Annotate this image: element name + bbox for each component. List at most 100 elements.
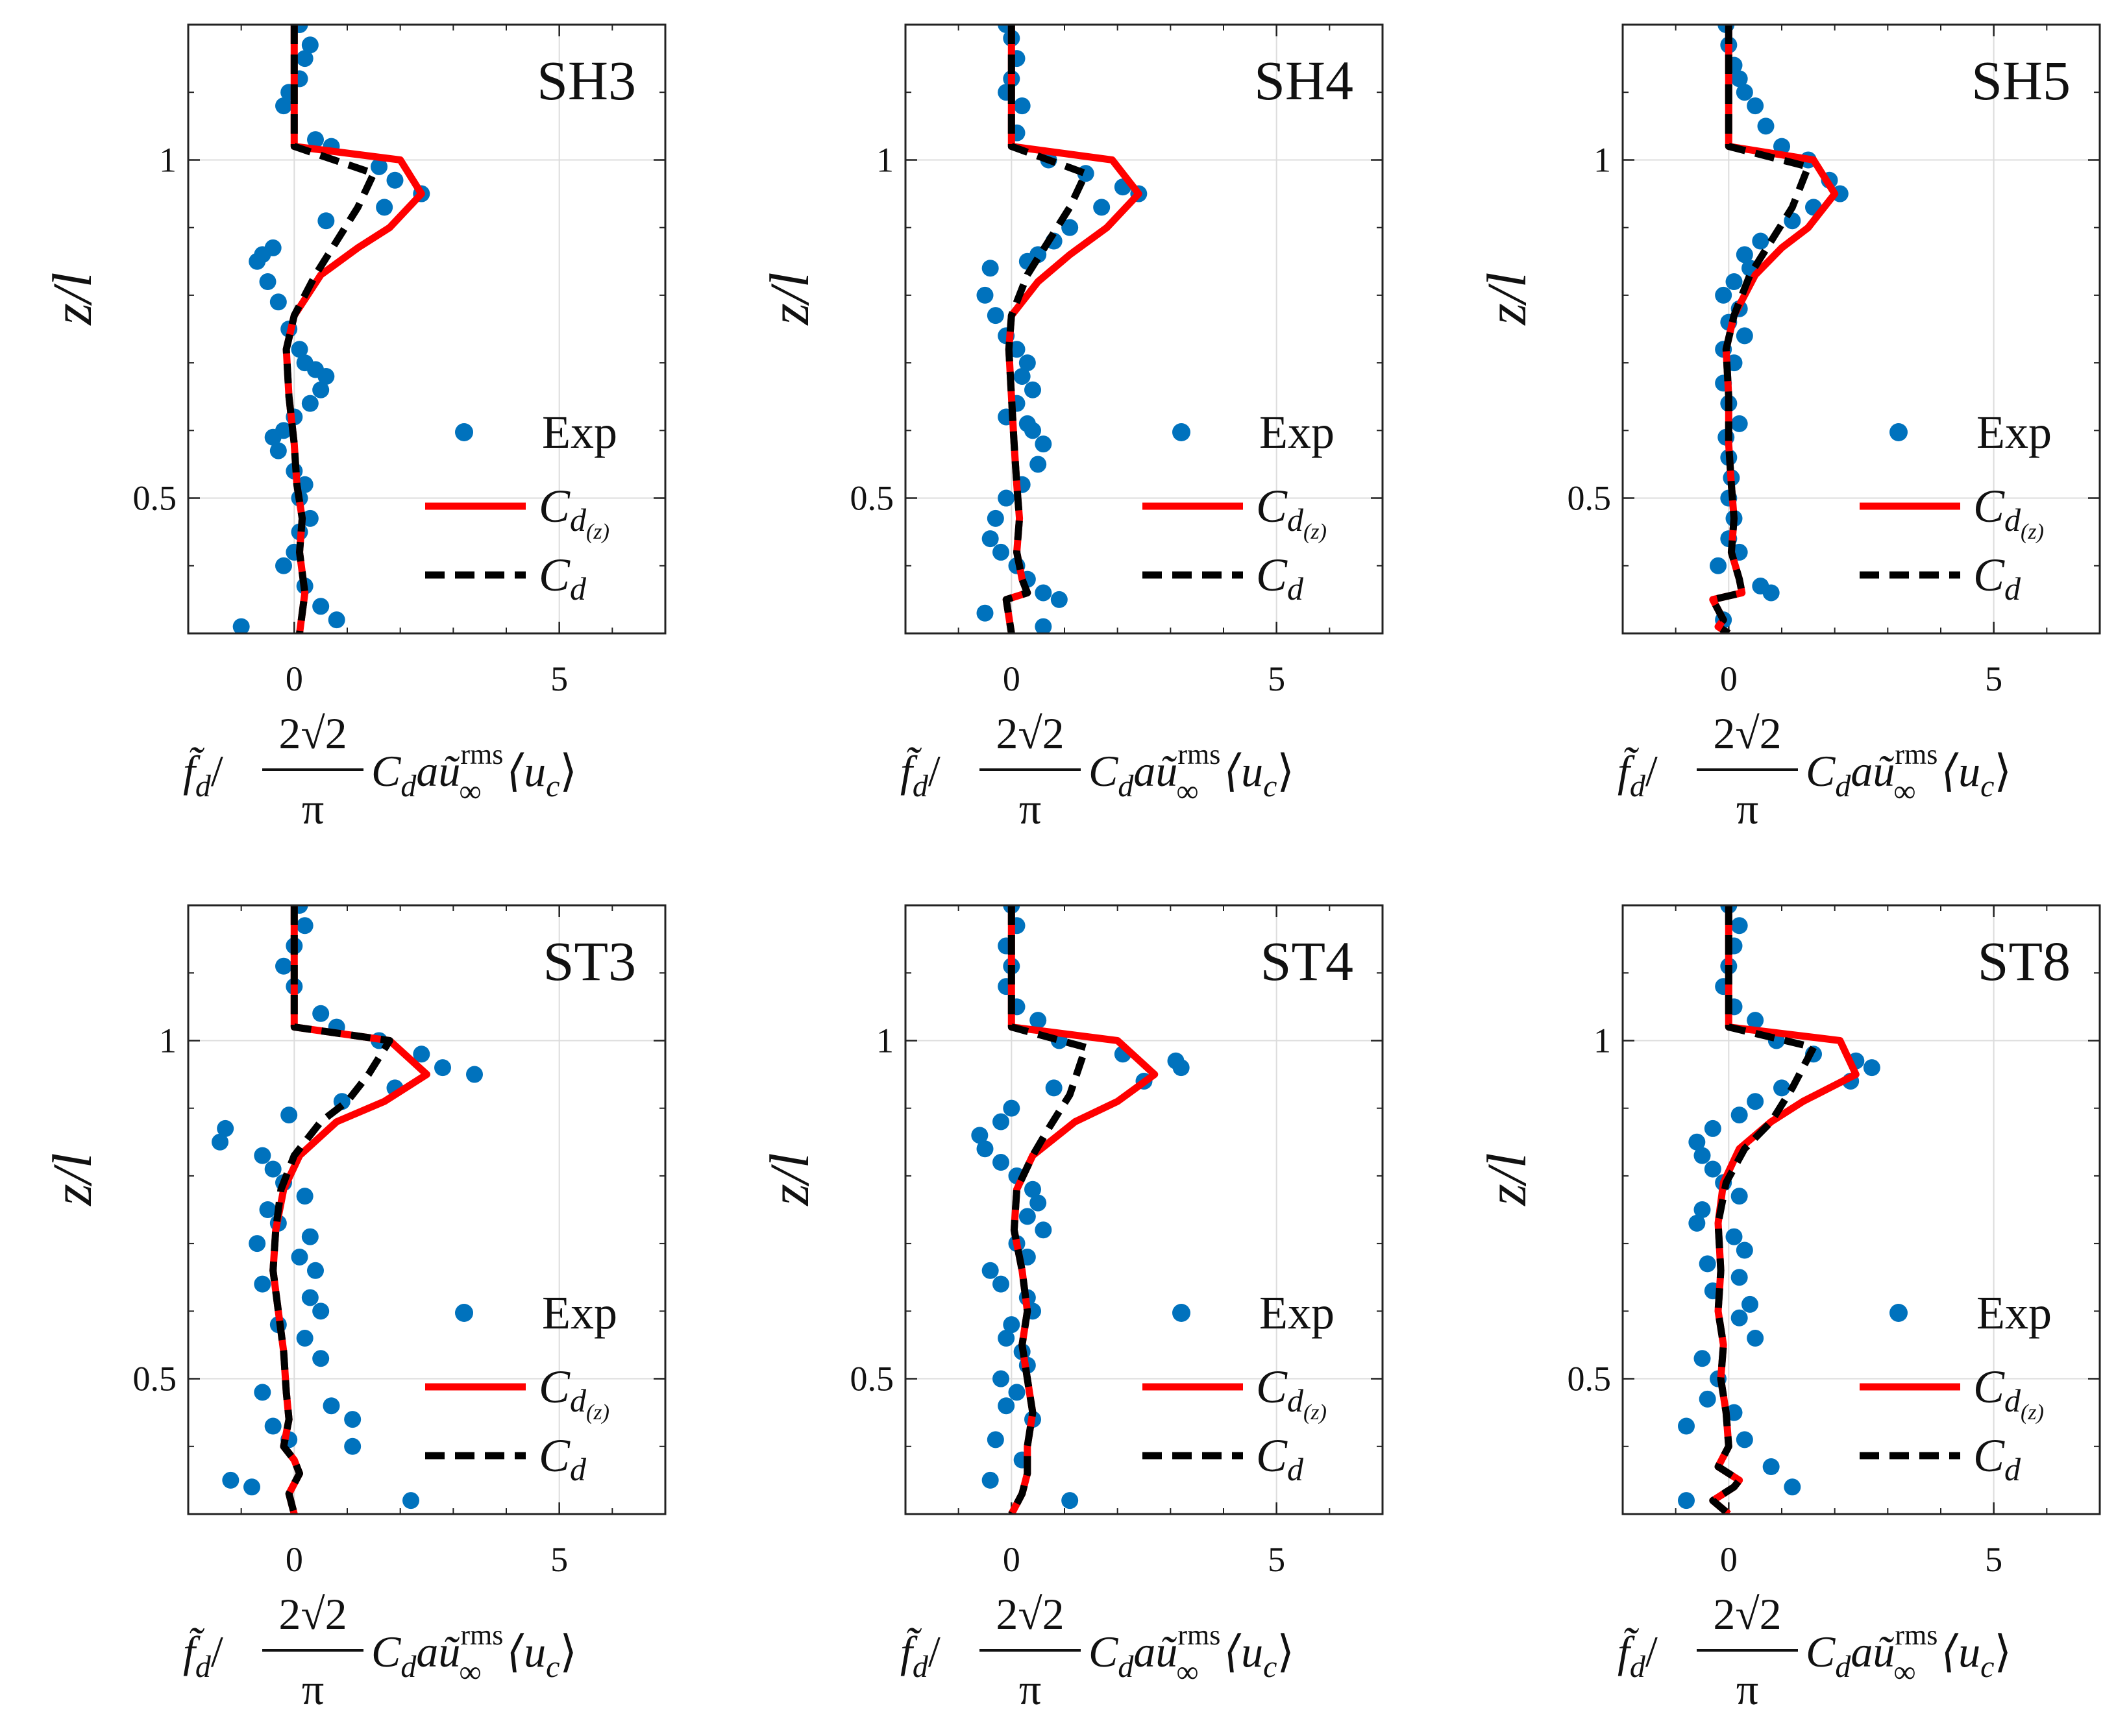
exp-point [1035,435,1052,453]
exp-point [1715,286,1732,304]
exp-point [344,1437,362,1455]
exp-point [987,1431,1004,1449]
legend-exp-label: Exp [1259,1287,1335,1339]
exp-point [1008,1384,1026,1401]
x-label-a: a [416,1627,438,1676]
exp-point [296,50,314,67]
x-label-u: ũ [1873,746,1895,796]
legend-exp-label: Exp [1259,406,1335,458]
x-label-rms: rms [460,739,503,770]
x-label-c: C [371,746,401,796]
legend-cd-main: C [1973,549,2005,601]
exp-point [1762,584,1780,602]
legend-cdz-label: Cd(z) [1256,1361,1327,1424]
x-label-slash: / [211,746,223,796]
x-label-frac-den: π [302,784,324,833]
legend-cdz-sub: d [1287,1382,1304,1419]
x-label-bracket-sub: c [1263,769,1277,803]
legend-cdz-label: Cd(z) [1973,1361,2044,1424]
exp-point [1736,1241,1753,1259]
exp-point [992,1275,1009,1293]
axes-box [904,904,1384,1515]
exp-point [323,1397,340,1415]
exp-point [434,1059,451,1077]
exp-point [1061,1492,1079,1510]
x-label-sub-d: d [1630,1650,1646,1684]
exp-point [1762,1458,1780,1476]
x-label-cd-sub: d [1118,1650,1134,1684]
legend-cd-main: C [539,1430,571,1482]
exp-point [232,618,250,633]
exp-point [296,917,314,935]
x-label-rms: rms [1895,1619,1938,1651]
x-label-frac-num: 2√2 [278,1589,347,1639]
x-label-cd-sub: d [1835,769,1851,803]
exp-point [307,1262,324,1279]
legend-cdz-label: Cd(z) [539,480,609,544]
x-label-bracket-sub: c [546,1650,560,1684]
x-label-frac-num: 2√2 [1713,1589,1781,1639]
exp-point [1003,1099,1020,1117]
x-label-inf: ∞ [1893,1655,1915,1689]
y-tick-label: 0.5 [133,479,177,518]
exp-point [312,1302,330,1320]
exp-point [1050,591,1068,608]
exp-point [971,1127,989,1144]
legend-exp-label: Exp [1976,406,2052,458]
legend-exp-marker [1172,423,1190,441]
x-label-frac-den: π [1736,784,1758,833]
x-label-bracket: ⟨u [496,1627,547,1676]
exp-point [1693,1201,1711,1218]
exp-point [328,611,345,629]
x-tick-label: 0 [1720,659,1738,698]
exp-point [1035,584,1052,602]
x-label-u: ũ [1873,1627,1895,1676]
x-label-bracket: ⟨u [1213,1627,1264,1676]
x-label-frac-num: 2√2 [996,709,1064,758]
axes-box [1621,23,2101,635]
x-tick-label: 0 [1720,1540,1738,1579]
legend-exp-label: Exp [542,406,617,458]
exp-point [1773,1079,1790,1097]
panel-title: ST4 [1261,930,1353,992]
axes-box [187,23,667,635]
exp-point [1736,246,1753,263]
x-label-left: f̃d/ [183,746,223,803]
x-label-c: C [1089,1627,1118,1676]
legend-cd-label: Cd [1256,549,1304,607]
panel-title: ST8 [1978,930,2071,992]
x-tick-label: 5 [1268,659,1285,698]
x-label-c: C [1089,746,1118,796]
x-label-sub-d: d [195,769,212,803]
x-label-frac-den: π [1736,1665,1758,1714]
x-label-bracket-sub: c [546,769,560,803]
y-tick-label: 1 [1593,140,1611,179]
exp-point [301,395,319,412]
exp-point [1018,1208,1036,1225]
exp-point [317,367,335,385]
exp-point [275,957,292,975]
x-label-cd-sub: d [400,1650,417,1684]
legend-cd-main: C [1973,1430,2005,1482]
x-label-right: Cdaũrms ∞ ⟨uc⟩ [371,1619,577,1689]
exp-point [1045,1079,1063,1097]
exp-point [1688,1214,1706,1232]
exp-point [312,1005,330,1022]
exp-point [259,1201,277,1218]
exp-point [1730,1309,1748,1326]
y-tick-label: 1 [159,140,177,179]
exp-point [987,509,1004,527]
panel-title: SH5 [1971,49,2071,112]
x-label-bracket-close: ⟩ [1277,746,1294,796]
x-label-left: f̃d/ [900,1627,941,1684]
exp-point [981,260,999,277]
exp-point [386,171,404,189]
x-label-frac-den: π [1019,784,1041,833]
axes-box [904,23,1384,635]
exp-point [1730,1269,1748,1286]
